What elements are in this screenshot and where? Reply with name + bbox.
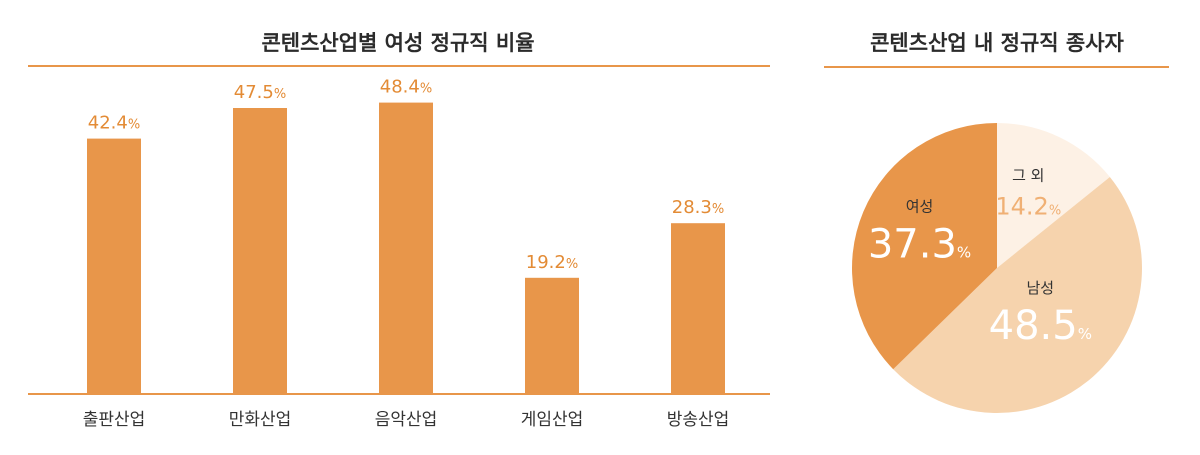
bar-value-unit: %	[274, 87, 286, 102]
bar-group: 42.4% 출판산업 47.5% 만화산업 48.4% 음악산업 19.2% 게임산업 28.3…	[83, 77, 730, 430]
category-label-5: 방송산업	[667, 410, 730, 430]
pie-slice-value-unit: %	[957, 243, 971, 261]
bar-value-number: 28.3	[672, 197, 712, 218]
bar-value-label-5: 28.3%	[672, 197, 724, 218]
pie-slice-value-3: 37.3%	[868, 221, 971, 267]
pie-slice-value-unit: %	[1049, 204, 1061, 219]
pie-slice-label-1: 그 외	[1012, 167, 1044, 185]
bar-2	[233, 108, 287, 393]
pie-slice-value-number: 14.2	[995, 193, 1048, 221]
bar-5	[671, 223, 725, 393]
pie-slice-value-unit: %	[1078, 325, 1092, 343]
bar-value-unit: %	[712, 202, 724, 217]
pie-slice-value-1: 14.2%	[995, 193, 1061, 221]
bar-value-label-1: 42.4%	[88, 113, 140, 134]
bar-value-label-4: 19.2%	[526, 252, 578, 273]
bar-value-label-3: 48.4%	[380, 77, 432, 98]
pie-slice-2	[893, 176, 1143, 414]
pie-slice-1	[997, 123, 1110, 268]
category-label-3: 음악산업	[375, 410, 438, 430]
pie-slice-value-number: 48.5	[989, 303, 1078, 349]
pie-chart-title: 콘텐츠산업 내 정규직 종사자	[870, 31, 1124, 55]
bar-value-label-2: 47.5%	[234, 82, 286, 103]
bar-chart-title: 콘텐츠산업별 여성 정규직 비율	[261, 31, 534, 55]
pie-group: 그 외 14.2% 남성 48.5% 여성 37.3%	[852, 123, 1143, 414]
bar-value-number: 19.2	[526, 252, 566, 273]
category-label-2: 만화산업	[229, 410, 292, 430]
pie-slice-3	[852, 123, 997, 370]
bar-3	[379, 102, 433, 393]
bar-1	[87, 138, 141, 393]
bar-value-number: 47.5	[234, 82, 274, 103]
bar-value-unit: %	[128, 118, 140, 133]
pie-slice-value-number: 37.3	[868, 221, 957, 267]
category-label-1: 출판산업	[83, 410, 146, 430]
bar-value-unit: %	[420, 82, 432, 97]
bar-value-number: 48.4	[380, 77, 420, 98]
pie-slice-label-2: 남성	[1026, 279, 1054, 297]
category-label-4: 게임산업	[521, 410, 584, 430]
bar-value-unit: %	[566, 257, 578, 272]
bar-4	[525, 277, 579, 393]
pie-slice-label-3: 여성	[906, 197, 934, 215]
pie-slice-value-2: 48.5%	[989, 303, 1092, 349]
bar-value-number: 42.4	[88, 113, 128, 134]
